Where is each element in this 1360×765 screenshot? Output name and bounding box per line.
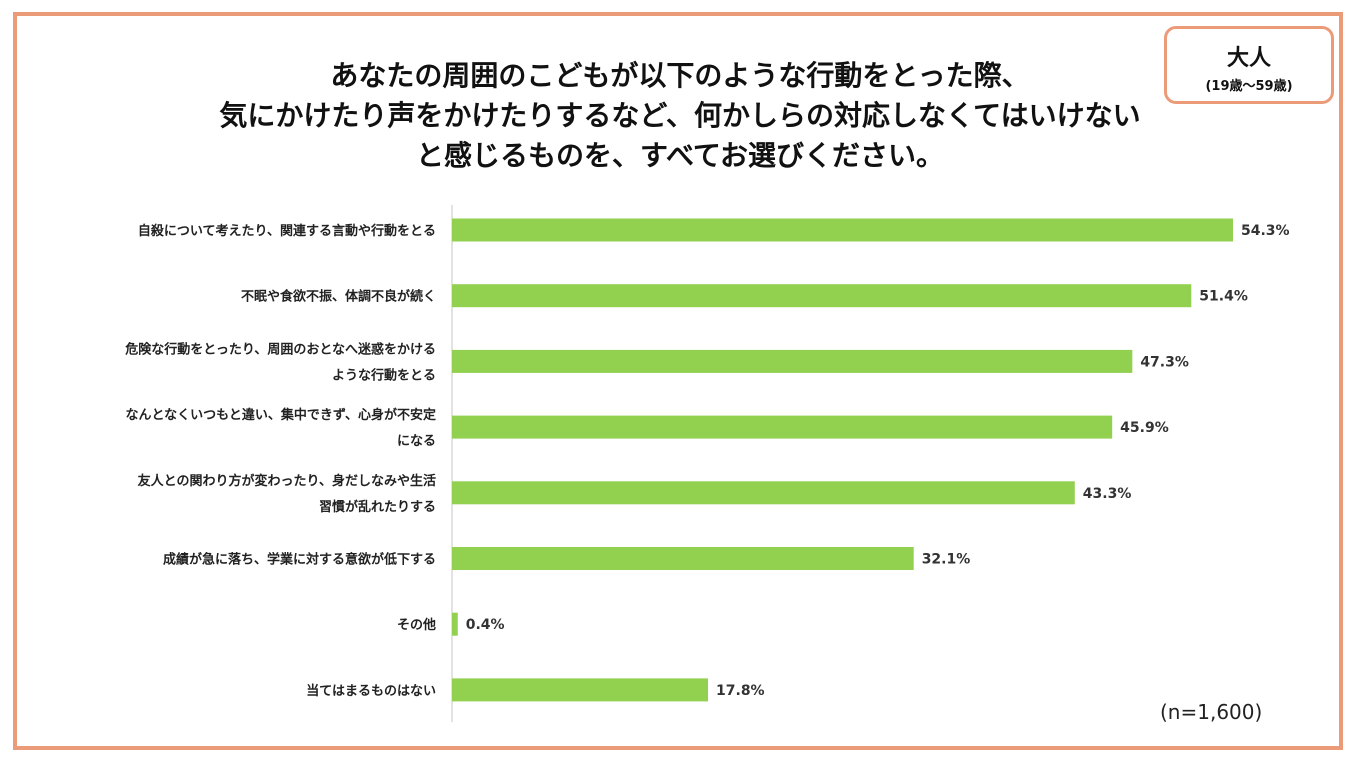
bar (452, 415, 1113, 439)
chart-title: あなたの周囲のこどもが以下のような行動をとった際、 気にかけたり声をかけたりする… (150, 56, 1210, 176)
badge-sublabel: (19歳～59歳) (1205, 79, 1293, 94)
value-label: 32.1% (922, 552, 971, 568)
category-label: その他 (397, 617, 436, 633)
bar (452, 612, 458, 636)
value-label: 51.4% (1199, 289, 1248, 305)
category-label: 当てはまるものはない (306, 683, 436, 699)
category-label: なんとなくいつもと違い、集中できず、心身が不安定 (126, 407, 436, 423)
value-label: 0.4% (466, 617, 505, 633)
category-label: 自殺について考えたり、関連する言動や行動をとる (138, 223, 436, 239)
slide-frame (13, 12, 1343, 750)
title-line-3: と感じるものを、すべてお選びください。 (415, 139, 945, 172)
bar (452, 218, 1233, 242)
title-line-1: あなたの周囲のこどもが以下のような行動をとった際、 (330, 59, 1030, 92)
value-label: 47.3% (1140, 354, 1189, 370)
bar (452, 678, 709, 702)
category-label: 友人との関わり方が変わったり、身だしなみや生活 (138, 473, 436, 489)
sample-size-note: (n=1,600) (1160, 700, 1263, 724)
respondent-badge: 大人 (19歳～59歳) (1164, 26, 1334, 104)
category-label: 不眠や食欲不振、体調不良が続く (241, 289, 436, 305)
value-label: 45.9% (1120, 420, 1169, 436)
category-label: 成績が急に落ち、学業に対する意欲が低下する (163, 552, 436, 568)
value-label: 43.3% (1083, 486, 1132, 502)
category-label: 危険な行動をとったり、周囲のおとなへ迷惑をかける (125, 341, 436, 357)
value-label: 54.3% (1241, 223, 1290, 239)
category-label: ような行動をとる (332, 367, 436, 383)
category-label: になる (397, 434, 436, 449)
title-line-2: 気にかけたり声をかけたりするなど、何かしらの対応しなくてはいけない (219, 99, 1141, 132)
category-label: 習慣が乱れたりする (319, 499, 436, 515)
value-label: 17.8% (716, 683, 765, 699)
bar (452, 284, 1192, 308)
bar (452, 349, 1133, 373)
bar (452, 547, 914, 570)
bar (452, 481, 1075, 505)
badge-label: 大人 (1226, 46, 1271, 71)
